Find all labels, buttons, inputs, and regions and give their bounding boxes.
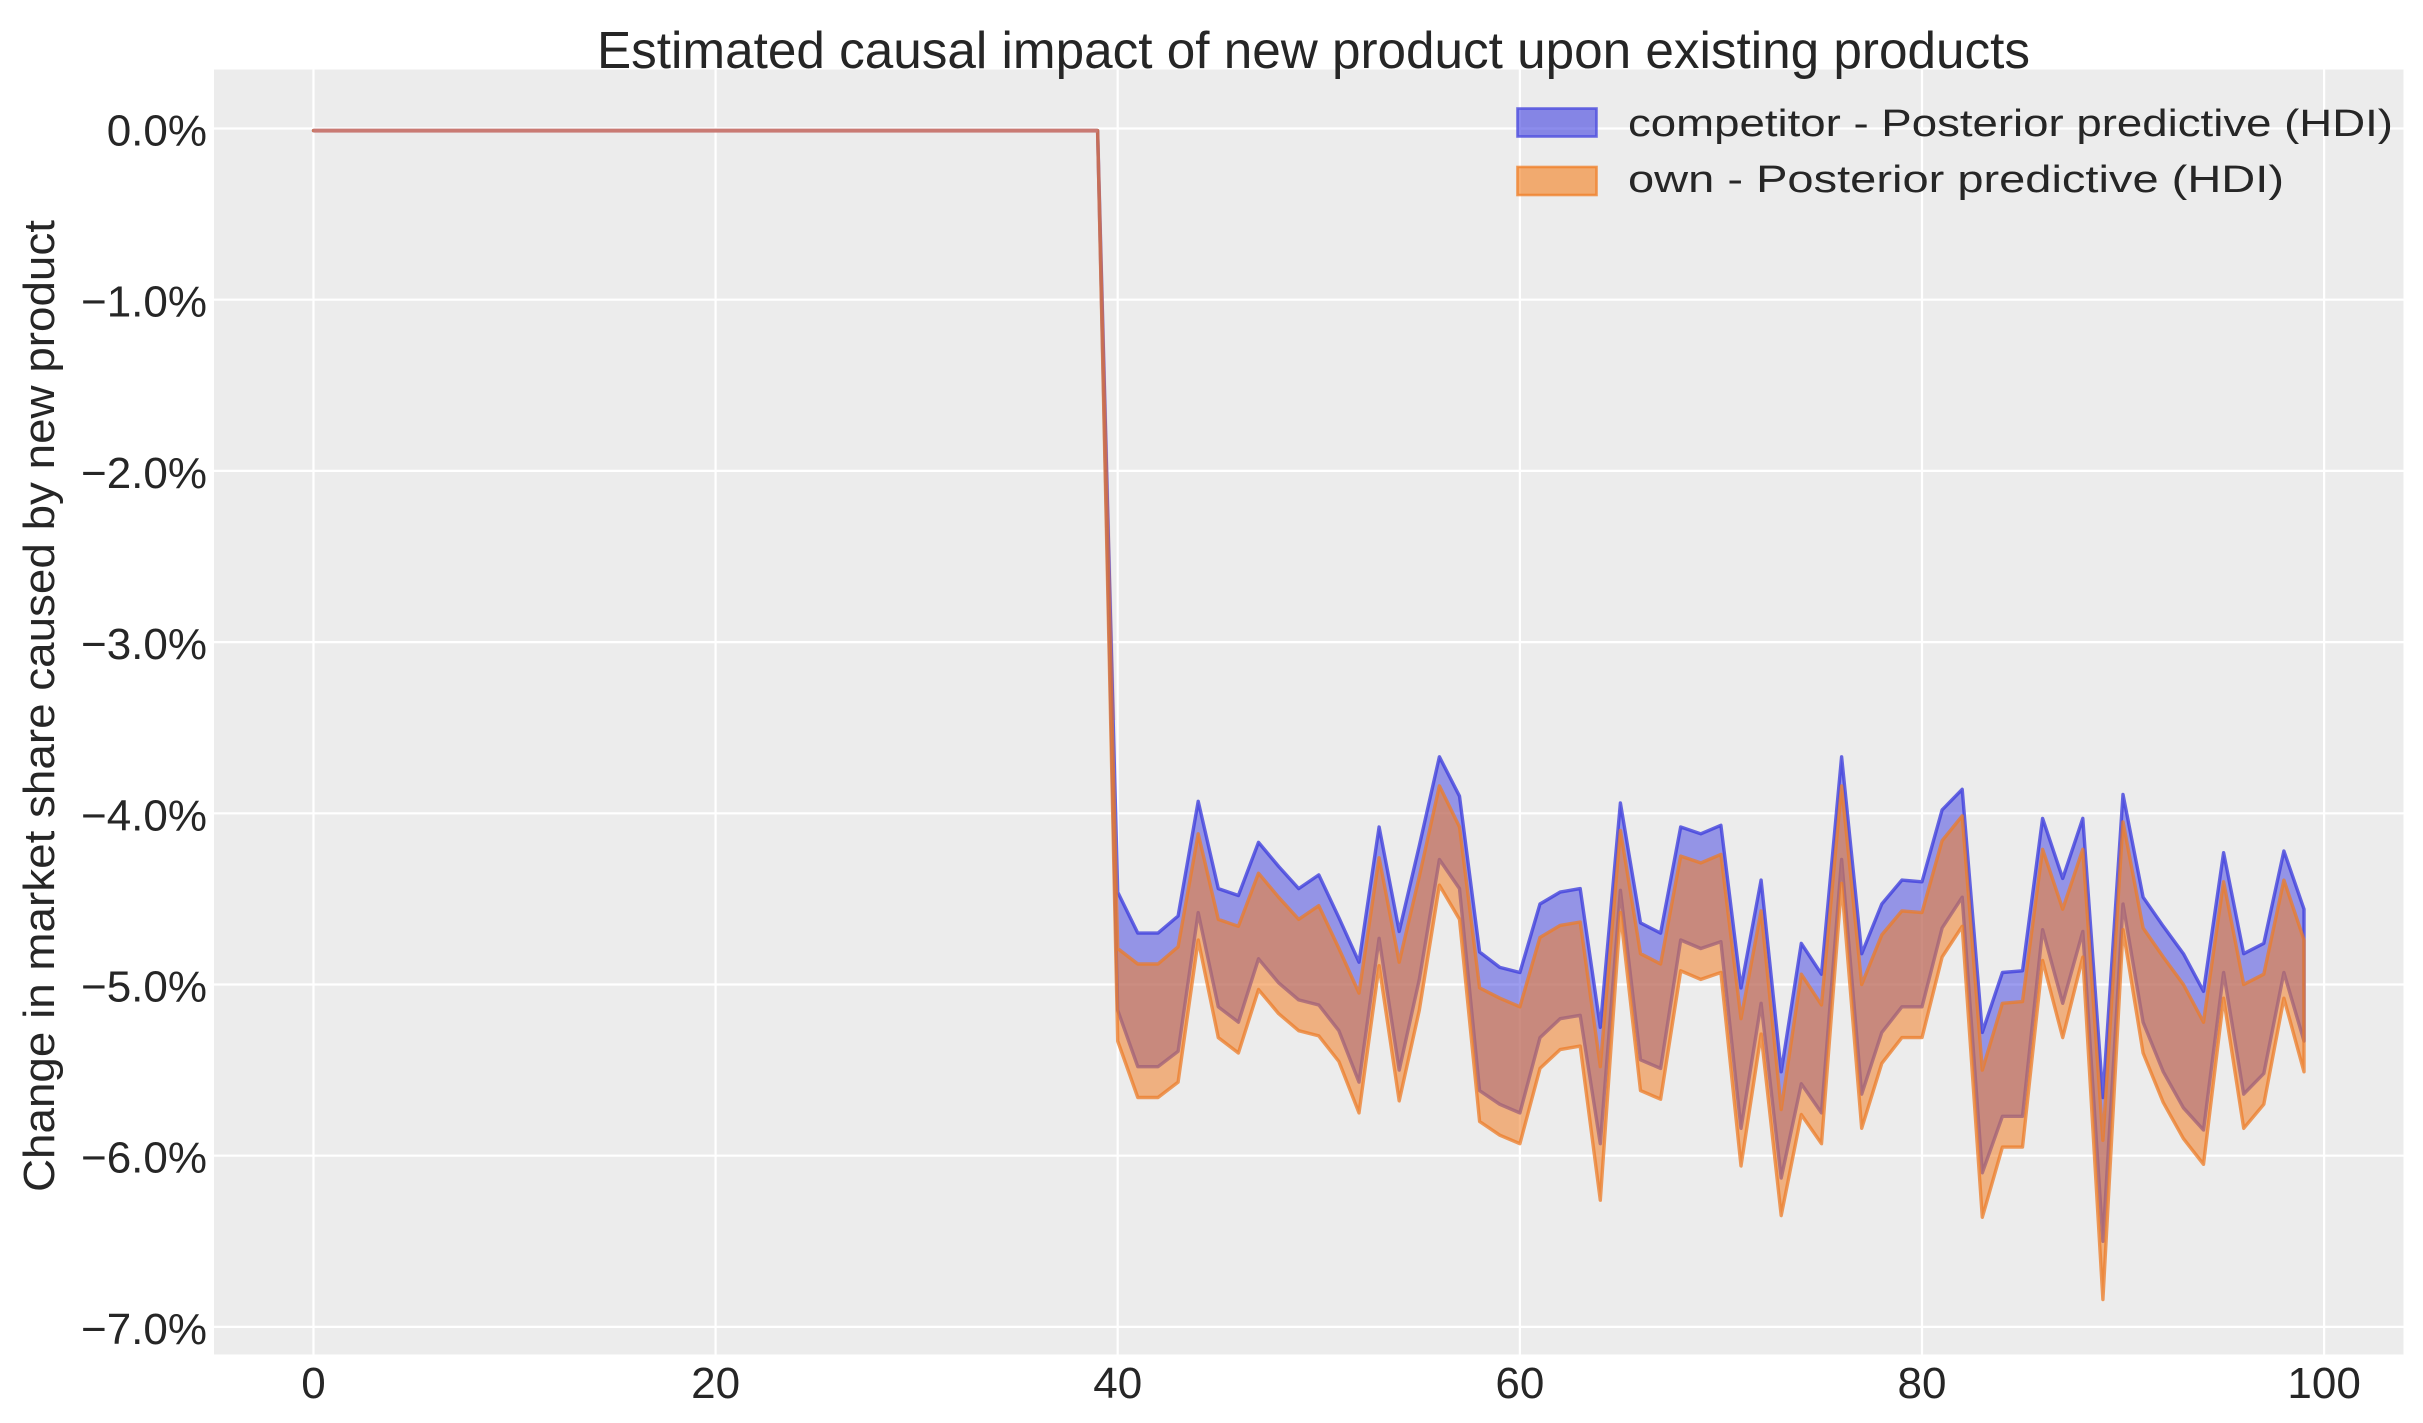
svg-text:80: 80 [1898,1359,1947,1408]
svg-text:20: 20 [691,1359,740,1408]
svg-text:competitor - Posterior predict: competitor - Posterior predictive (HDI) [1628,103,2393,145]
svg-text:Change in market share caused: Change in market share caused by new pro… [15,220,64,1192]
svg-text:Estimated causal impact of new: Estimated causal impact of new product u… [597,22,2030,80]
svg-text:0.0%: 0.0% [107,107,207,156]
svg-text:60: 60 [1495,1359,1544,1408]
svg-text:own - Posterior predictive (HD: own - Posterior predictive (HDI) [1628,159,2284,201]
svg-text:0: 0 [301,1359,325,1408]
svg-text:−3.0%: −3.0% [81,620,207,669]
svg-text:−5.0%: −5.0% [81,963,207,1012]
svg-text:−2.0%: −2.0% [81,449,207,498]
svg-text:−4.0%: −4.0% [81,791,207,840]
svg-text:−1.0%: −1.0% [81,278,207,327]
svg-text:40: 40 [1093,1359,1142,1408]
svg-text:100: 100 [2287,1359,2360,1408]
svg-text:−7.0%: −7.0% [81,1305,207,1354]
svg-text:−6.0%: −6.0% [81,1134,207,1183]
